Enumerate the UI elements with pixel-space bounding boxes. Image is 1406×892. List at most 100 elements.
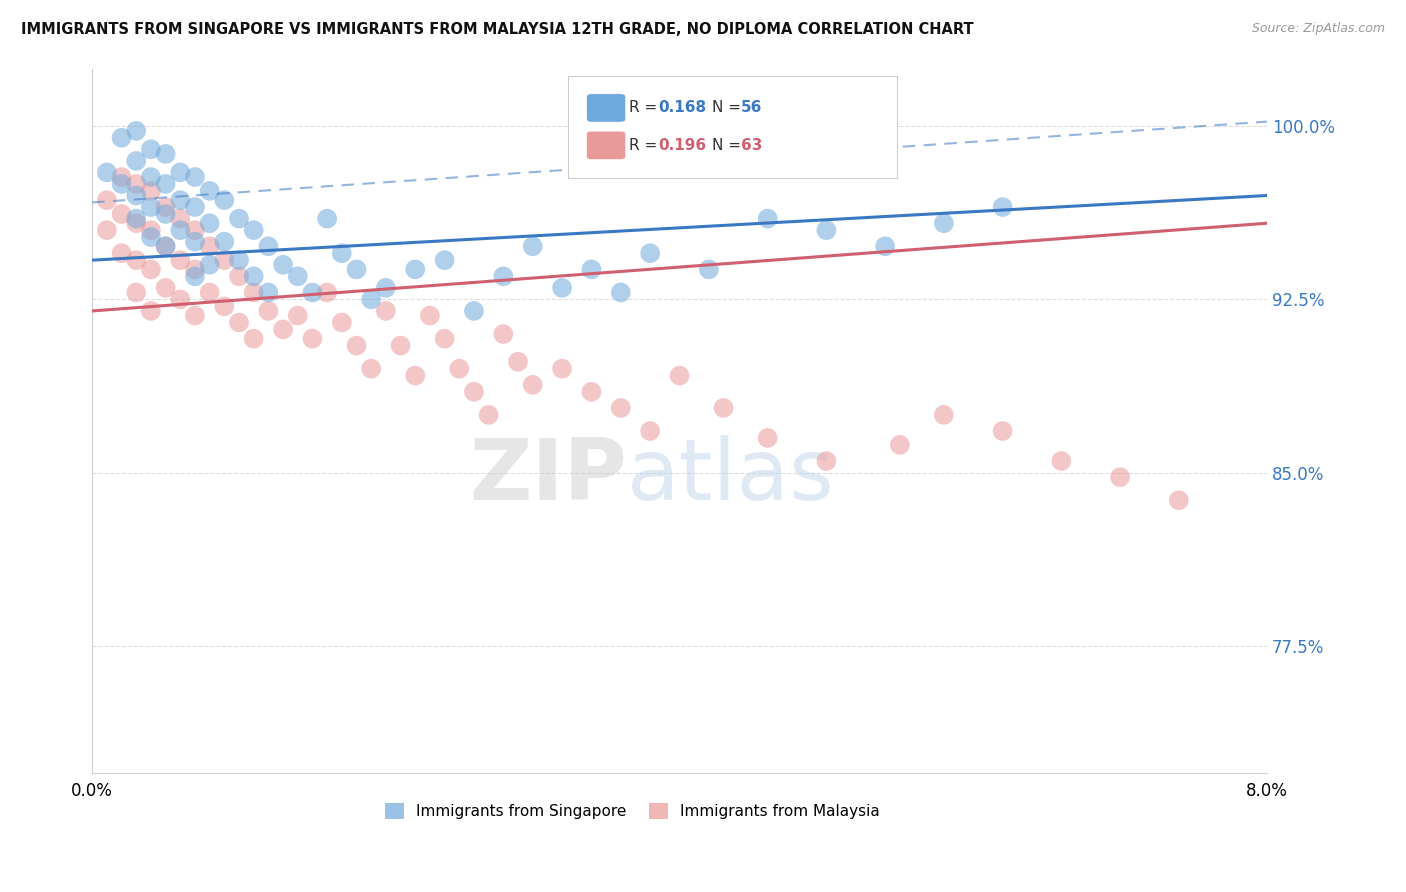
Point bbox=[110, 246, 132, 260]
Point bbox=[242, 223, 264, 237]
Point bbox=[155, 207, 177, 221]
Point bbox=[139, 169, 162, 184]
Point bbox=[169, 211, 191, 226]
Text: 56: 56 bbox=[741, 101, 762, 115]
Point bbox=[271, 322, 294, 336]
Point bbox=[139, 184, 162, 198]
FancyBboxPatch shape bbox=[586, 131, 626, 160]
Point bbox=[756, 431, 779, 445]
Point bbox=[139, 200, 162, 214]
Point bbox=[184, 262, 207, 277]
Point bbox=[316, 211, 339, 226]
Point bbox=[242, 332, 264, 346]
Point bbox=[581, 384, 603, 399]
Point bbox=[522, 377, 544, 392]
Point bbox=[214, 193, 236, 207]
Point bbox=[228, 211, 250, 226]
Point bbox=[287, 269, 309, 284]
Point bbox=[155, 281, 177, 295]
Point bbox=[184, 223, 207, 237]
Point bbox=[96, 193, 118, 207]
Point bbox=[110, 177, 132, 191]
Point bbox=[257, 304, 280, 318]
Point bbox=[404, 262, 426, 277]
Point bbox=[184, 269, 207, 284]
Point bbox=[169, 193, 191, 207]
Point bbox=[110, 169, 132, 184]
Text: R =: R = bbox=[628, 101, 662, 115]
Point bbox=[1050, 454, 1073, 468]
Text: R =: R = bbox=[628, 137, 662, 153]
Text: IMMIGRANTS FROM SINGAPORE VS IMMIGRANTS FROM MALAYSIA 12TH GRADE, NO DIPLOMA COR: IMMIGRANTS FROM SINGAPORE VS IMMIGRANTS … bbox=[21, 22, 974, 37]
Point bbox=[155, 177, 177, 191]
Point bbox=[492, 326, 515, 341]
Point bbox=[155, 147, 177, 161]
Point bbox=[214, 235, 236, 249]
Point bbox=[184, 200, 207, 214]
Point bbox=[228, 253, 250, 268]
Point bbox=[932, 216, 955, 230]
Point bbox=[551, 281, 574, 295]
Point bbox=[346, 262, 368, 277]
Point bbox=[815, 454, 838, 468]
Point bbox=[242, 285, 264, 300]
Point bbox=[506, 355, 529, 369]
Point bbox=[271, 258, 294, 272]
Point bbox=[242, 269, 264, 284]
Point bbox=[697, 262, 720, 277]
Point bbox=[478, 408, 501, 422]
Point bbox=[125, 253, 148, 268]
Point bbox=[301, 332, 323, 346]
Text: 63: 63 bbox=[741, 137, 762, 153]
Point bbox=[463, 384, 485, 399]
Point bbox=[360, 361, 382, 376]
Point bbox=[638, 246, 661, 260]
Point bbox=[713, 401, 735, 415]
Point bbox=[522, 239, 544, 253]
Point bbox=[198, 184, 221, 198]
Text: Source: ZipAtlas.com: Source: ZipAtlas.com bbox=[1251, 22, 1385, 36]
Point bbox=[96, 165, 118, 179]
Point bbox=[214, 299, 236, 313]
Point bbox=[551, 361, 574, 376]
Text: N =: N = bbox=[713, 137, 747, 153]
Point bbox=[330, 246, 353, 260]
Point bbox=[139, 304, 162, 318]
Text: N =: N = bbox=[713, 101, 747, 115]
Point bbox=[169, 293, 191, 307]
Point bbox=[1167, 493, 1189, 508]
Point bbox=[668, 368, 690, 383]
Point bbox=[875, 239, 897, 253]
Point bbox=[374, 304, 396, 318]
Point bbox=[228, 269, 250, 284]
FancyBboxPatch shape bbox=[586, 94, 626, 122]
Point bbox=[139, 262, 162, 277]
Point bbox=[991, 424, 1014, 438]
Point bbox=[155, 239, 177, 253]
Point bbox=[139, 142, 162, 156]
Point bbox=[198, 216, 221, 230]
Point bbox=[169, 253, 191, 268]
Point bbox=[257, 239, 280, 253]
Point bbox=[125, 211, 148, 226]
Point bbox=[125, 216, 148, 230]
Point bbox=[815, 223, 838, 237]
Text: 0.196: 0.196 bbox=[658, 137, 707, 153]
Point bbox=[287, 309, 309, 323]
Point bbox=[360, 293, 382, 307]
Point bbox=[991, 200, 1014, 214]
Point bbox=[374, 281, 396, 295]
Point bbox=[155, 200, 177, 214]
Point bbox=[756, 211, 779, 226]
Point bbox=[169, 165, 191, 179]
Point bbox=[155, 239, 177, 253]
Point bbox=[433, 253, 456, 268]
Point bbox=[110, 207, 132, 221]
Point bbox=[581, 262, 603, 277]
Point bbox=[419, 309, 441, 323]
Legend: Immigrants from Singapore, Immigrants from Malaysia: Immigrants from Singapore, Immigrants fr… bbox=[380, 797, 886, 825]
Point bbox=[346, 338, 368, 352]
Point bbox=[433, 332, 456, 346]
Point bbox=[932, 408, 955, 422]
Point bbox=[301, 285, 323, 300]
